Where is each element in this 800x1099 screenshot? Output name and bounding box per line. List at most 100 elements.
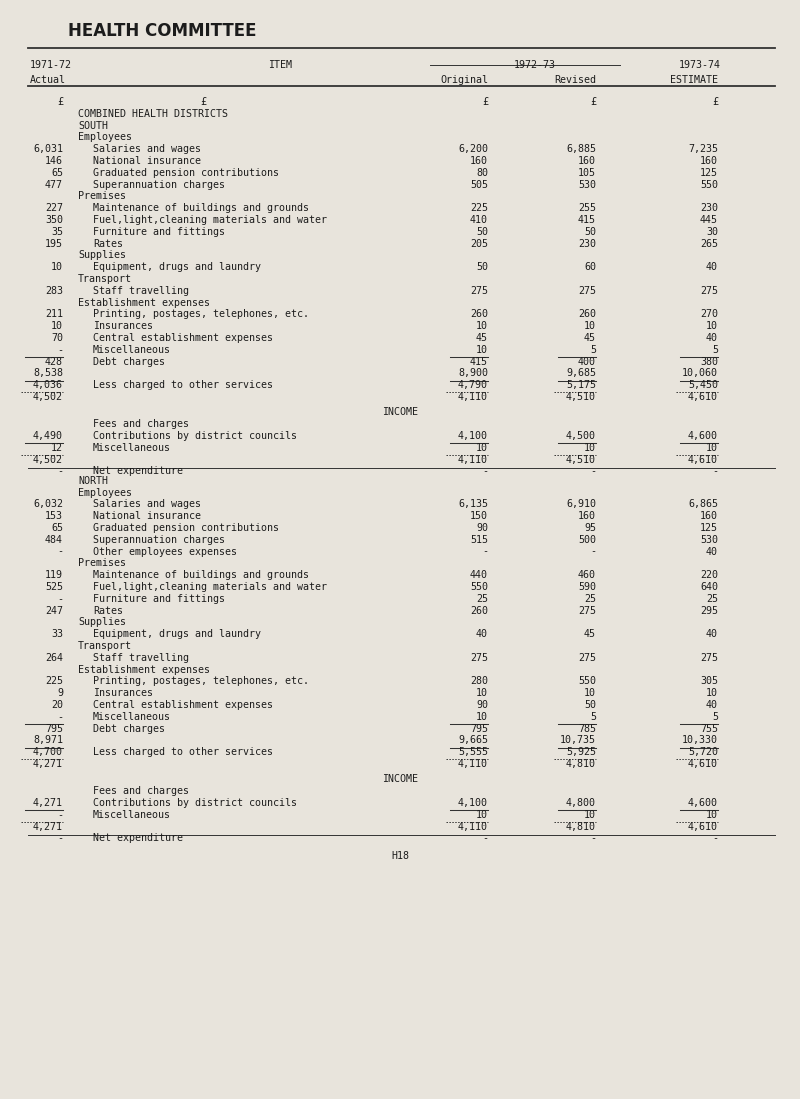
Text: 525: 525 [45,582,63,592]
Text: ITEM: ITEM [268,60,292,70]
Text: Debt charges: Debt charges [93,356,165,367]
Text: 40: 40 [706,263,718,273]
Text: 10: 10 [584,810,596,820]
Text: Miscellaneous: Miscellaneous [93,443,171,453]
Text: 275: 275 [700,286,718,296]
Text: 283: 283 [45,286,63,296]
Text: 4,110: 4,110 [458,455,488,465]
Text: 9,685: 9,685 [566,368,596,378]
Text: 255: 255 [578,203,596,213]
Text: 4,600: 4,600 [688,798,718,808]
Text: 160: 160 [700,511,718,521]
Text: 70: 70 [51,333,63,343]
Text: Printing, postages, telephones, etc.: Printing, postages, telephones, etc. [93,676,309,687]
Text: INCOME: INCOME [382,775,418,785]
Text: 247: 247 [45,606,63,615]
Text: £: £ [57,97,63,107]
Text: -: - [57,466,63,476]
Text: Superannuation charges: Superannuation charges [93,179,225,190]
Text: 5,720: 5,720 [688,747,718,757]
Text: 6,135: 6,135 [458,499,488,509]
Text: £: £ [590,97,596,107]
Text: -: - [57,546,63,556]
Text: 40: 40 [476,630,488,640]
Text: 211: 211 [45,310,63,320]
Text: 500: 500 [578,535,596,545]
Text: 45: 45 [584,333,596,343]
Text: Debt charges: Debt charges [93,723,165,733]
Text: £: £ [712,97,718,107]
Text: 4,700: 4,700 [33,747,63,757]
Text: 10,330: 10,330 [682,735,718,745]
Text: 5: 5 [590,345,596,355]
Text: Equipment, drugs and laundry: Equipment, drugs and laundry [93,630,261,640]
Text: Furniture and fittings: Furniture and fittings [93,226,225,236]
Text: 50: 50 [476,263,488,273]
Text: 350: 350 [45,215,63,225]
Text: 230: 230 [578,238,596,248]
Text: 10: 10 [476,321,488,331]
Text: 5: 5 [712,712,718,722]
Text: Net expenditure: Net expenditure [93,466,183,476]
Text: 264: 264 [45,653,63,663]
Text: 4,790: 4,790 [458,380,488,390]
Text: 515: 515 [470,535,488,545]
Text: 160: 160 [700,156,718,166]
Text: 10: 10 [476,443,488,453]
Text: 12: 12 [51,443,63,453]
Text: Maintenance of buildings and grounds: Maintenance of buildings and grounds [93,570,309,580]
Text: 4,610: 4,610 [688,392,718,402]
Text: -: - [482,546,488,556]
Text: Other employees expenses: Other employees expenses [93,546,237,556]
Text: 4,110: 4,110 [458,822,488,832]
Text: 40: 40 [706,333,718,343]
Text: National insurance: National insurance [93,156,201,166]
Text: 6,885: 6,885 [566,144,596,154]
Text: -: - [590,833,596,843]
Text: Transport: Transport [78,274,132,284]
Text: COMBINED HEALTH DISTRICTS: COMBINED HEALTH DISTRICTS [78,109,228,119]
Text: National insurance: National insurance [93,511,201,521]
Text: 227: 227 [45,203,63,213]
Text: 10: 10 [476,688,488,698]
Text: 80: 80 [476,168,488,178]
Text: Equipment, drugs and laundry: Equipment, drugs and laundry [93,263,261,273]
Text: 7,235: 7,235 [688,144,718,154]
Text: 5,450: 5,450 [688,380,718,390]
Text: 90: 90 [476,700,488,710]
Text: Miscellaneous: Miscellaneous [93,810,171,820]
Text: Salaries and wages: Salaries and wages [93,499,201,509]
Text: Insurances: Insurances [93,321,153,331]
Text: 50: 50 [584,226,596,236]
Text: 275: 275 [578,606,596,615]
Text: 160: 160 [578,511,596,521]
Text: 4,510: 4,510 [566,392,596,402]
Text: 6,200: 6,200 [458,144,488,154]
Text: 35: 35 [51,226,63,236]
Text: 230: 230 [700,203,718,213]
Text: 10: 10 [476,712,488,722]
Text: 275: 275 [470,653,488,663]
Text: 10: 10 [584,688,596,698]
Text: £: £ [200,97,206,107]
Text: 4,110: 4,110 [458,759,488,769]
Text: -: - [712,466,718,476]
Text: 785: 785 [578,723,596,733]
Text: 10: 10 [706,688,718,698]
Text: 4,500: 4,500 [566,431,596,441]
Text: Transport: Transport [78,641,132,651]
Text: 550: 550 [578,676,596,687]
Text: 428: 428 [45,356,63,367]
Text: 4,100: 4,100 [458,798,488,808]
Text: Less charged to other services: Less charged to other services [93,747,273,757]
Text: 795: 795 [470,723,488,733]
Text: 9,665: 9,665 [458,735,488,745]
Text: 415: 415 [470,356,488,367]
Text: 280: 280 [470,676,488,687]
Text: 265: 265 [700,238,718,248]
Text: 8,538: 8,538 [33,368,63,378]
Text: 125: 125 [700,523,718,533]
Text: Establishment expenses: Establishment expenses [78,665,210,675]
Text: 484: 484 [45,535,63,545]
Text: 400: 400 [578,356,596,367]
